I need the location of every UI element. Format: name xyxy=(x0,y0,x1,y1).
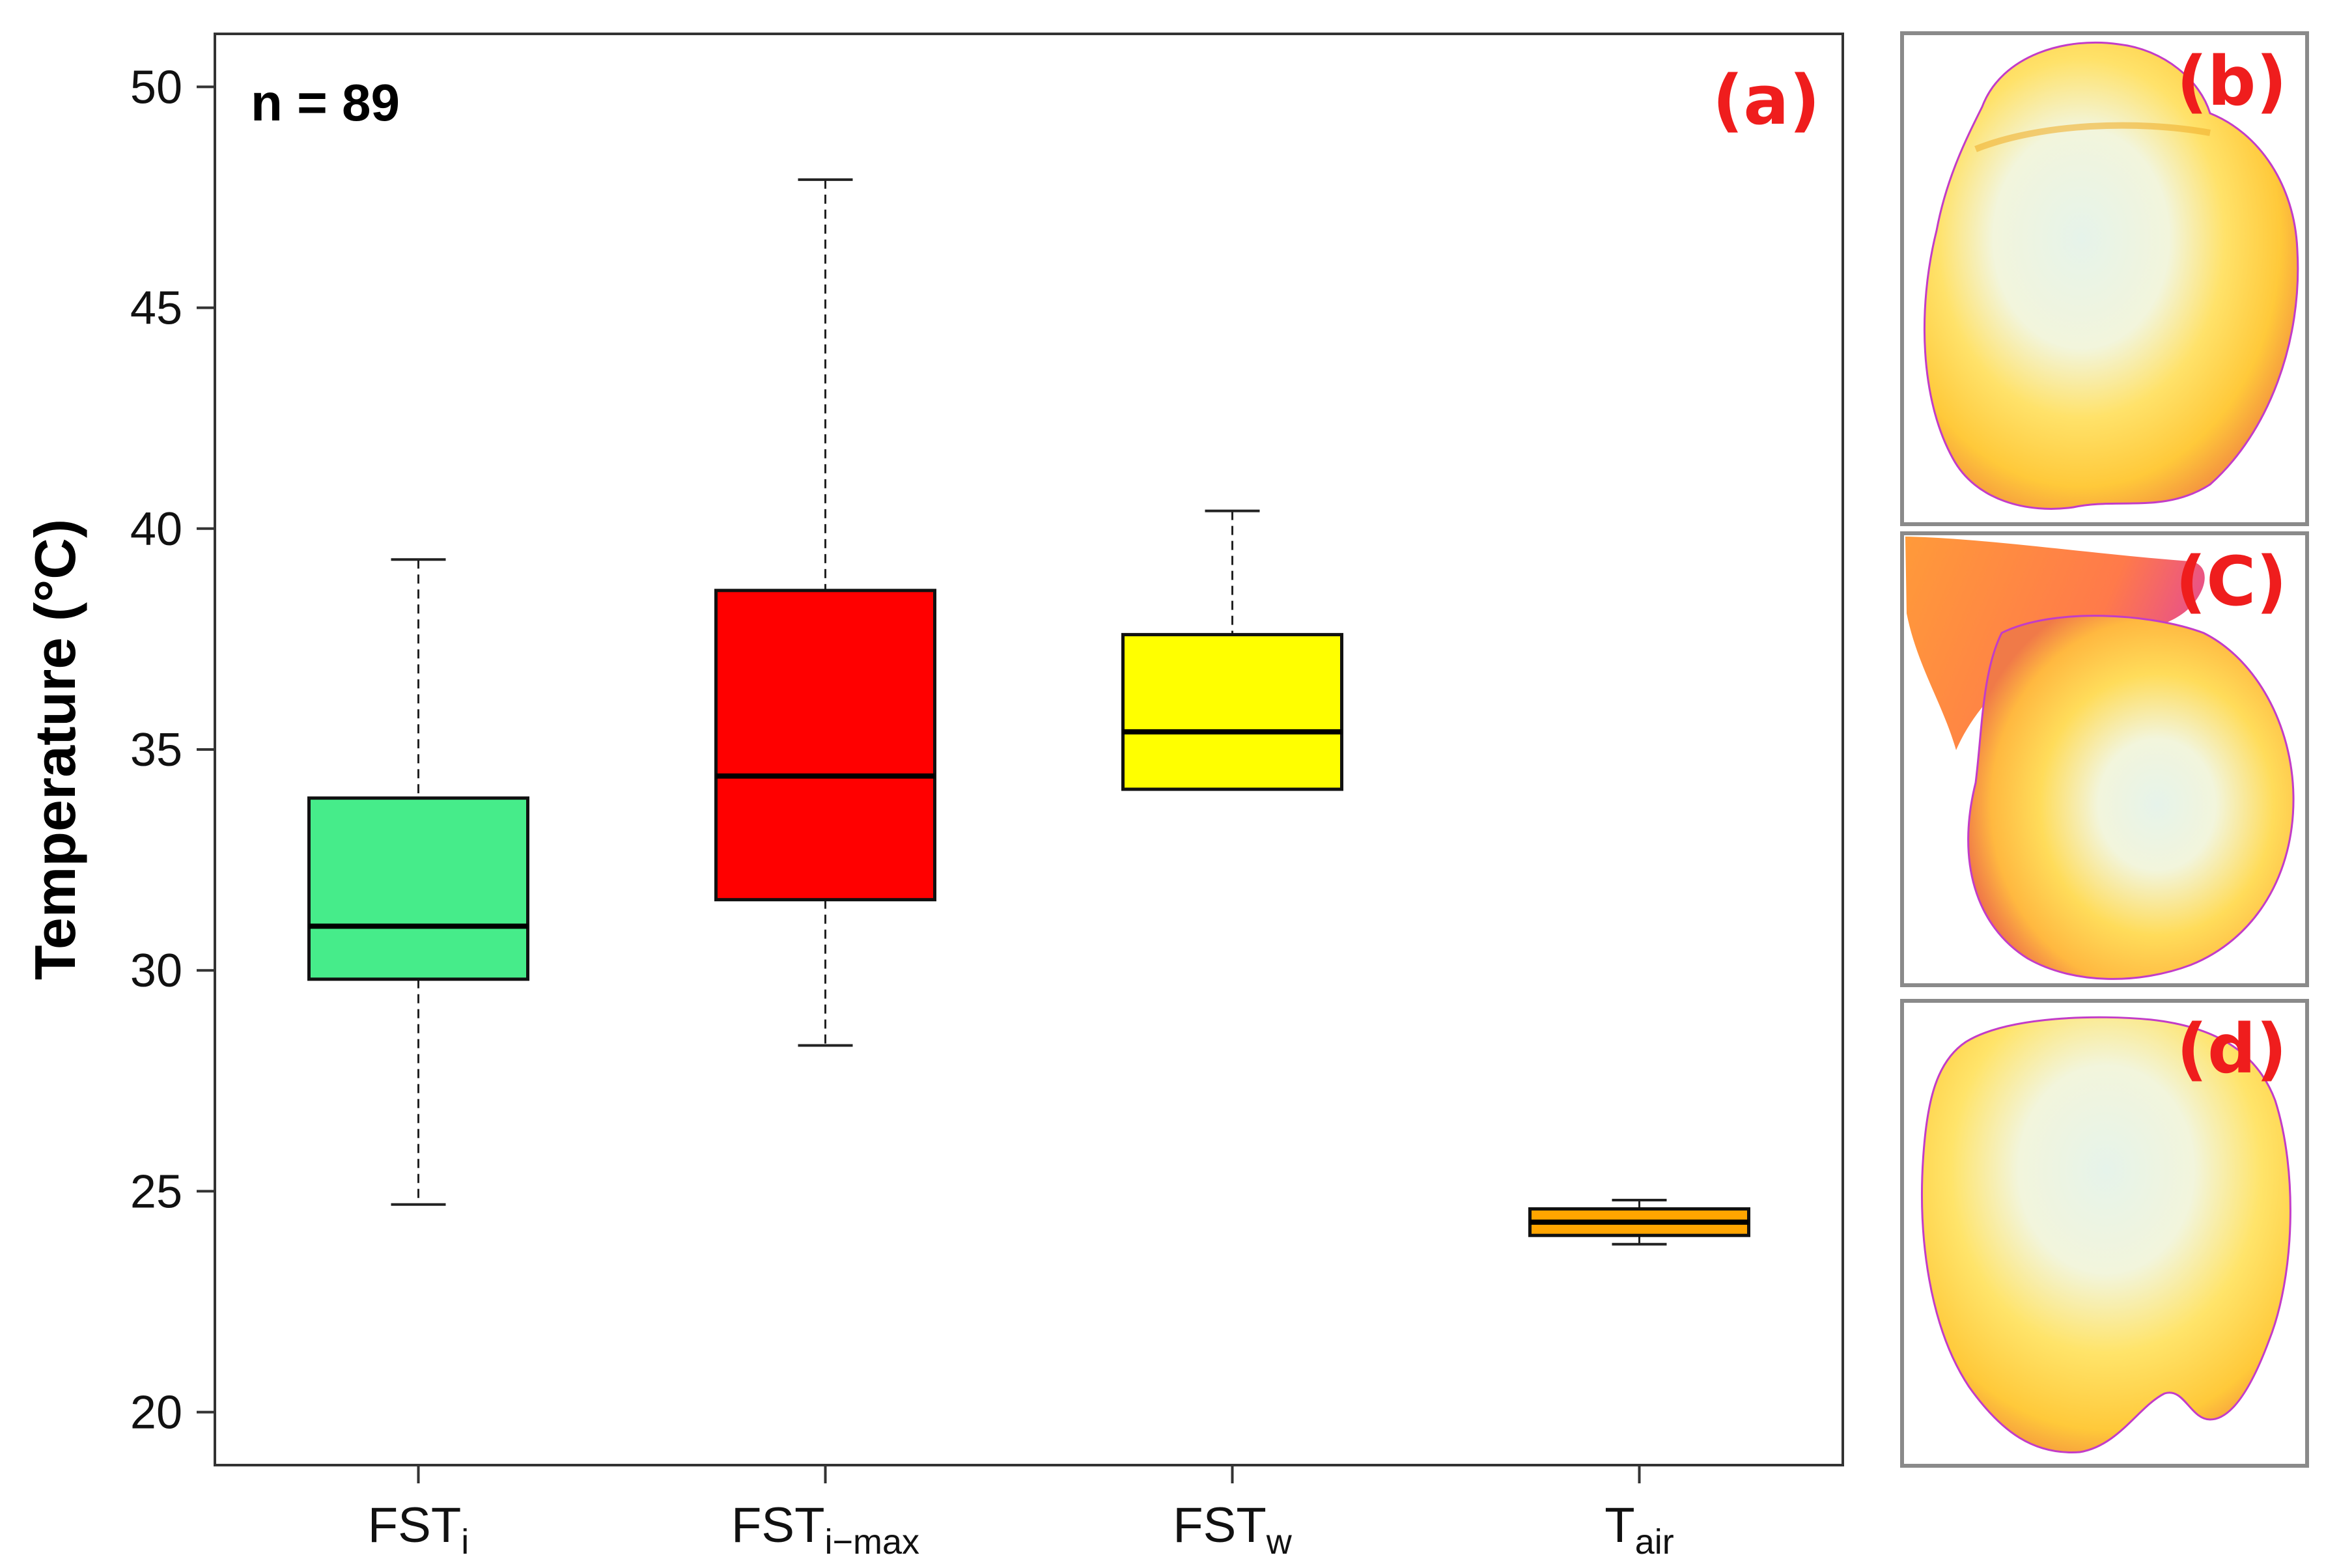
y-tick-label-45: 45 xyxy=(130,283,182,335)
box-fst-i xyxy=(307,796,529,981)
fruit-shape-d xyxy=(1921,1016,2291,1453)
x-tick-label-fst-i: FSTi xyxy=(368,1498,469,1561)
box-fst-w xyxy=(1121,633,1343,791)
y-tick-label-35: 35 xyxy=(130,724,182,776)
panel-label-b: (b) xyxy=(2176,42,2287,121)
sample-size-annotation: n = 89 xyxy=(251,74,400,132)
y-axis-label: Temperature (°C) xyxy=(23,519,87,980)
fruit-shape-c xyxy=(1967,615,2295,980)
y-tick-label-30: 30 xyxy=(130,945,182,997)
y-tick-label-50: 50 xyxy=(130,61,182,113)
panel-label-c: (C) xyxy=(2175,542,2287,621)
plot-frame xyxy=(214,33,1844,1466)
fruit-shape-b xyxy=(1923,41,2299,510)
thermal-panel-b: (b) xyxy=(1900,31,2309,526)
thermal-panel-c: (C) xyxy=(1900,531,2309,987)
x-tick-label-fst-w: FSTw xyxy=(1173,1498,1293,1561)
fruit-shoulder-line-b xyxy=(1974,122,2211,152)
panel-label-d: (d) xyxy=(2176,1009,2287,1089)
thermal-panel-d: (d) xyxy=(1900,999,2309,1468)
y-tick-label-20: 20 xyxy=(130,1387,182,1439)
x-tick-label-t-air: Tair xyxy=(1604,1498,1674,1561)
fruit-thermal-image-c xyxy=(1905,537,2295,980)
fruit-thermal-image-b xyxy=(1923,41,2299,510)
fruit-thermal-image-d xyxy=(1921,1016,2291,1453)
y-tick-label-25: 25 xyxy=(130,1166,182,1218)
x-tick-label-fst-i-max: FSTi−max xyxy=(731,1498,919,1561)
box-fst-i-max xyxy=(714,589,936,902)
boxplot-chart: 20 25 30 35 40 45 50 FSTi FSTi−max FSTw Tair n = 8… xyxy=(23,33,1844,1561)
y-tick-label-40: 40 xyxy=(130,503,182,555)
panel-label-a: (a) xyxy=(1713,61,1820,140)
